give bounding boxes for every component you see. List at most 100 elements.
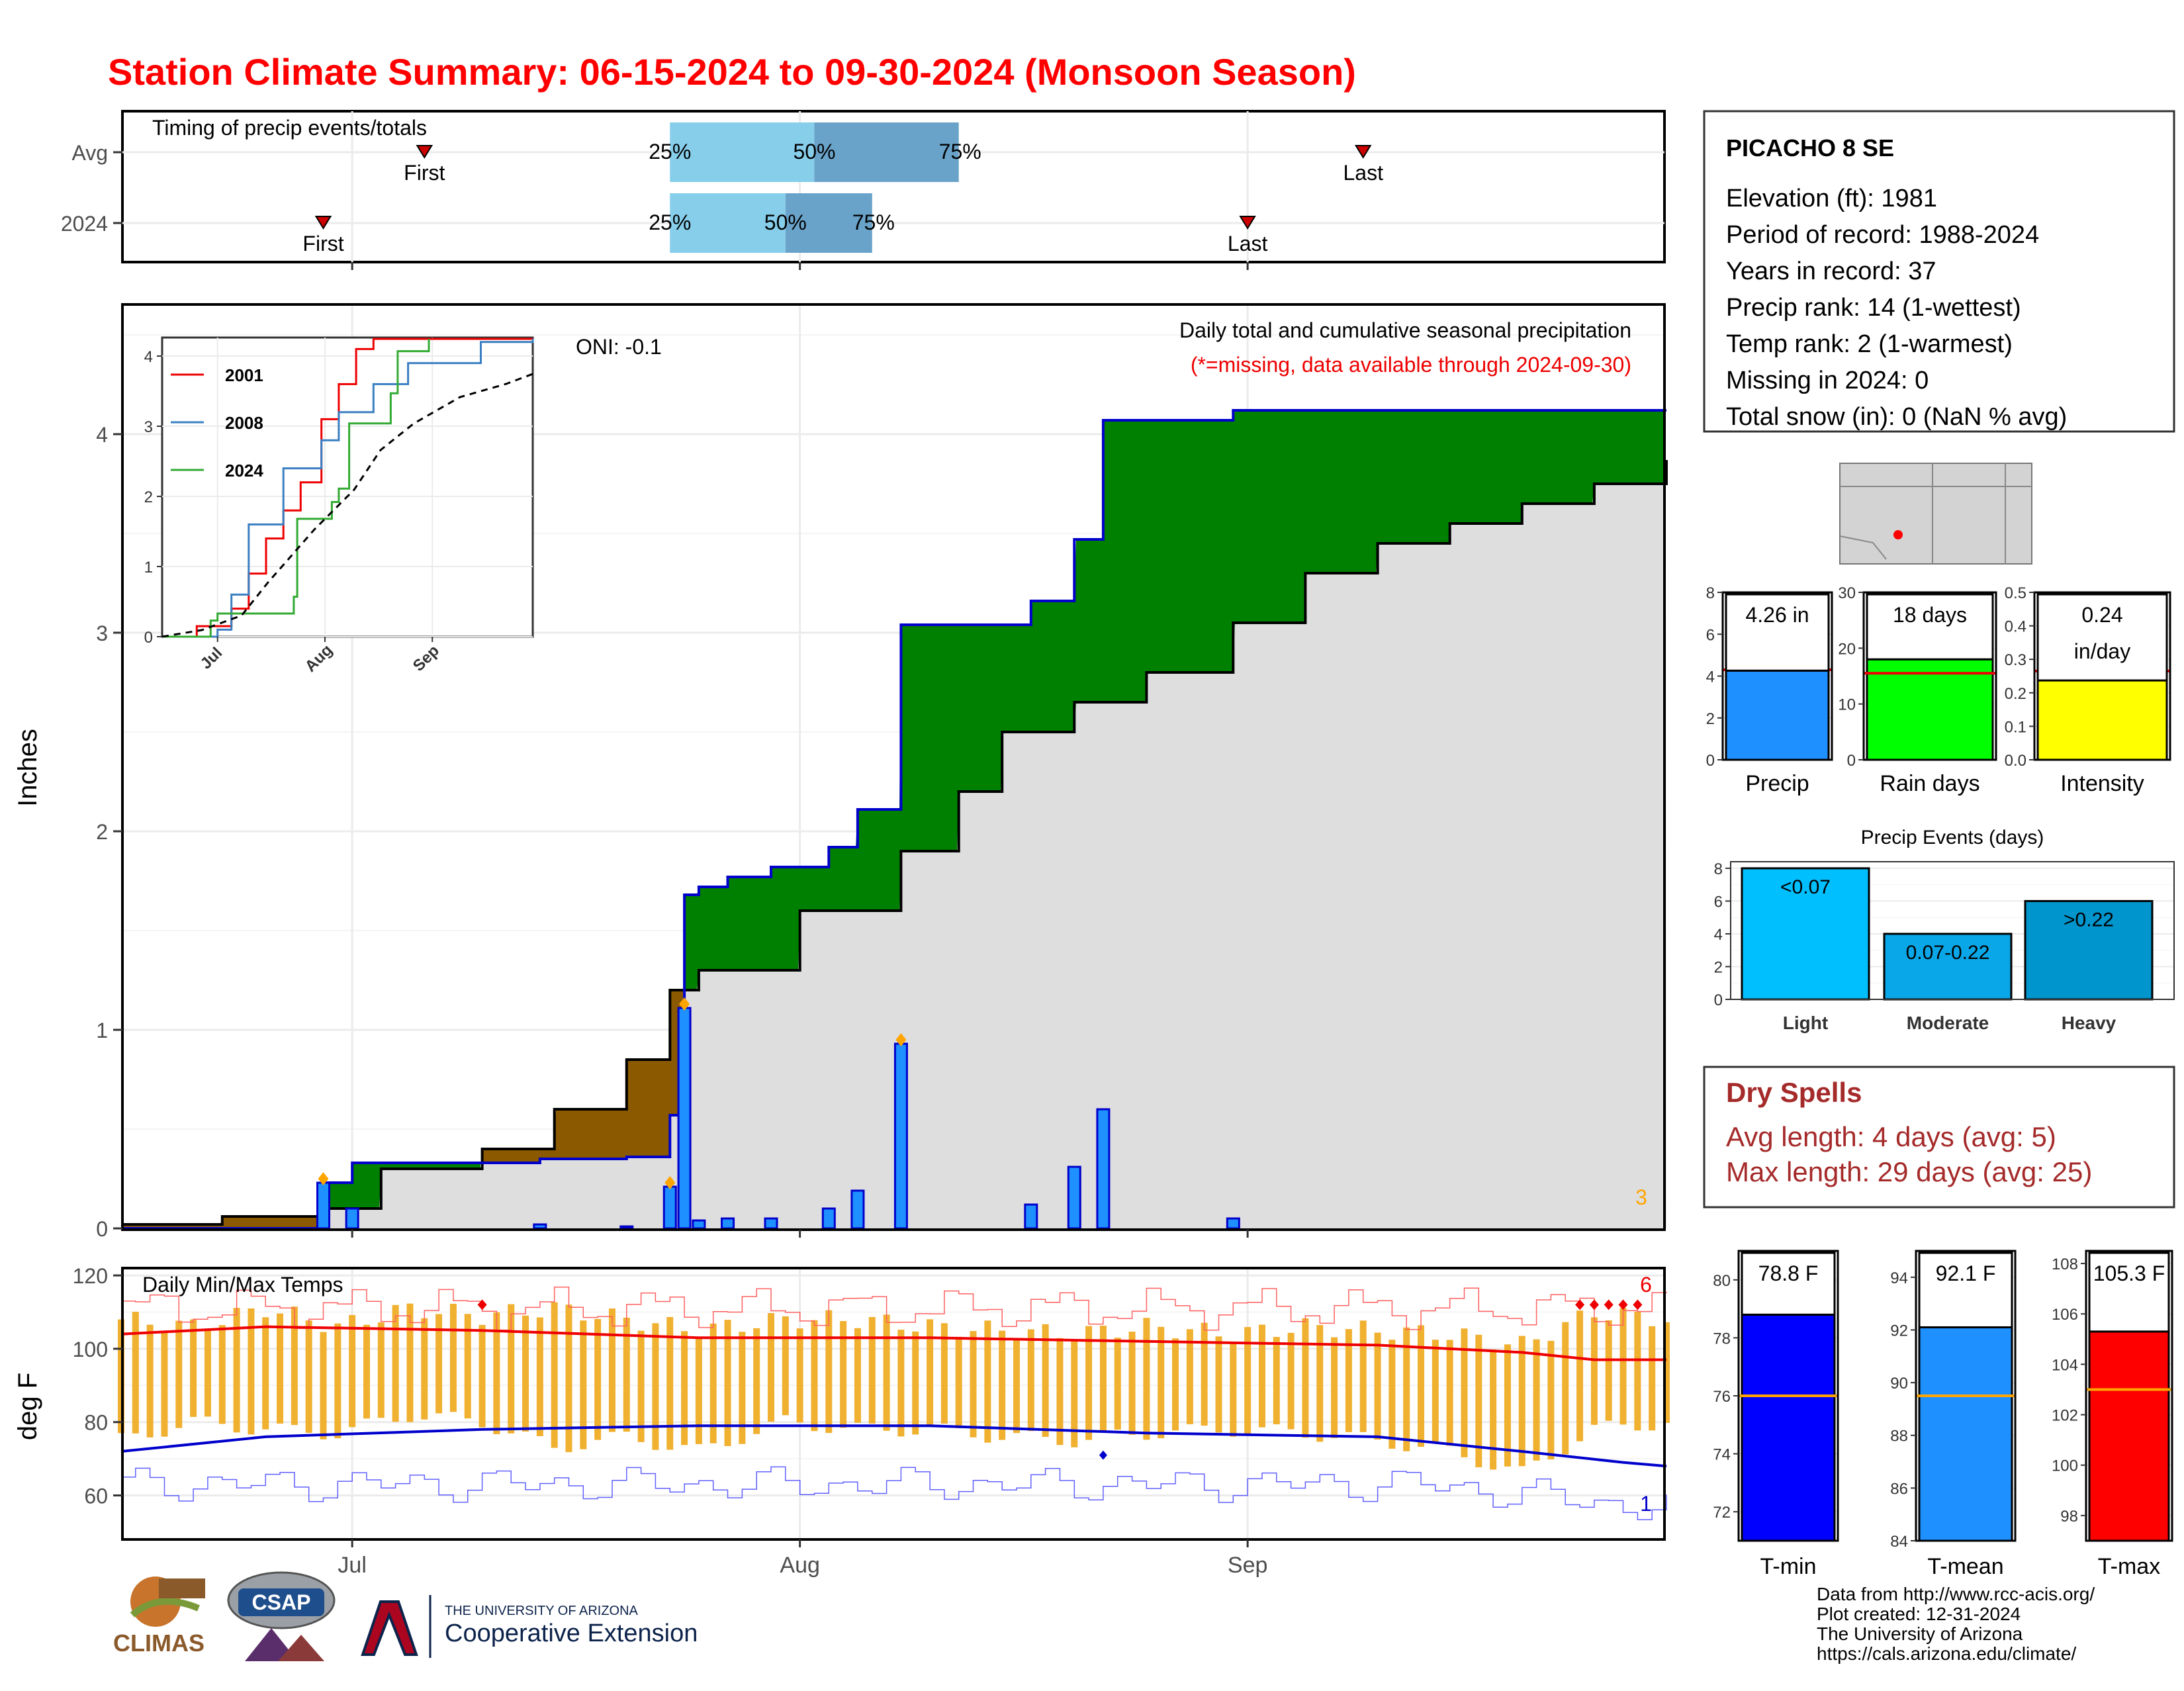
page-title: Station Climate Summary: 06-15-2024 to 0…	[108, 51, 1356, 93]
daily-precip-bar	[1096, 1108, 1111, 1230]
quartile-50-label: 50%	[764, 210, 807, 234]
record-high-count: 6	[1640, 1273, 1652, 1297]
temp-summary-y-tick-label: 90	[1890, 1375, 1908, 1393]
mini-chart-label: Rain days	[1880, 771, 1979, 796]
mini-y-tick-label: 0	[1847, 752, 1856, 770]
daily-temp-range-bar	[1071, 1341, 1078, 1447]
daily-temp-range-bar	[175, 1320, 183, 1428]
mini-y-tick-label: 0.3	[2005, 651, 2026, 669]
mini-value-unit: in/day	[2074, 639, 2130, 663]
daily-temp-range-bar	[984, 1320, 991, 1443]
record-high-marker	[1589, 1299, 1599, 1310]
precip-y-tick-label: 1	[96, 1019, 108, 1042]
daily-temp-range-bar	[940, 1323, 948, 1424]
daily-temp-range-bar	[1547, 1340, 1555, 1460]
timing-row-label: Avg	[71, 141, 108, 165]
inset-series-line	[162, 339, 534, 638]
daily-temp-range-bar	[449, 1303, 457, 1412]
daily-temp-range-bar	[1359, 1320, 1367, 1432]
precip-event-bar	[2024, 899, 2154, 1001]
temp-y-tick-label: 120	[73, 1264, 108, 1288]
daily-temp-range-bar	[1143, 1318, 1150, 1440]
temp-summary-value: 105.3 F	[2093, 1261, 2165, 1285]
mini-y-tick-label: 4	[1706, 668, 1715, 686]
precip-events-y-tick-label: 2	[1714, 958, 1723, 976]
daily-temp-range-bar	[1518, 1336, 1525, 1467]
daily-temp-range-bar	[1273, 1337, 1280, 1425]
mini-chart-label: Precip	[1745, 771, 1809, 796]
daily-temp-range-bar	[1056, 1338, 1064, 1445]
record-high-marker	[1575, 1299, 1585, 1310]
daily-temp-range-bar	[1215, 1336, 1222, 1433]
temp-summary-y-tick-label: 74	[1713, 1446, 1731, 1464]
temp-summary-value: 78.8 F	[1758, 1261, 1819, 1285]
missing-data-note: (*=missing, data available through 2024-…	[1191, 353, 1631, 377]
precip-panel-frame	[121, 303, 1666, 1231]
daily-temp-range-bar	[594, 1318, 602, 1440]
precip-panel-note: Daily total and cumulative seasonal prec…	[1179, 318, 1631, 342]
temp-panel-title: Daily Min/Max Temps	[142, 1273, 343, 1297]
daily-precip-bar	[533, 1223, 547, 1230]
quartile-25-label: 25%	[649, 210, 691, 234]
temp-summary-y-tick-label: 106	[2052, 1306, 2078, 1324]
daily-temp-range-bar	[277, 1313, 284, 1424]
daily-temp-range-bar	[1533, 1339, 1540, 1461]
temp-y-tick-label: 100	[73, 1338, 108, 1361]
mini-y-tick-label: 10	[1838, 696, 1856, 714]
mini-label-box	[2036, 593, 2168, 682]
mini-y-tick-label: 30	[1838, 584, 1856, 602]
daily-temp-range-bar	[1461, 1328, 1468, 1457]
ua-logo-big-text: Cooperative Extension	[445, 1620, 698, 1647]
surplus-area	[324, 1163, 480, 1209]
daily-temp-range-bar	[753, 1328, 760, 1434]
daily-temp-range-bar	[1649, 1326, 1656, 1431]
precip-event-range-label: >0.22	[2064, 909, 2114, 931]
record-low-envelope	[121, 1466, 1667, 1520]
daily-temp-range-bar	[320, 1332, 327, 1440]
ua-logo-small-text: THE UNIVERSITY OF ARIZONA	[445, 1604, 639, 1618]
timing-title: Timing of precip events/totals	[152, 116, 427, 140]
temp-x-tick-label: Sep	[1228, 1553, 1268, 1578]
daily-temp-range-bar	[493, 1312, 500, 1434]
daily-temp-range-bar	[1186, 1329, 1193, 1424]
daily-temp-range-bar	[1230, 1342, 1237, 1437]
inset-average-line	[161, 373, 533, 638]
precip-event-bar	[1883, 933, 2013, 1001]
inset-series-line	[162, 339, 430, 638]
daily-temp-range-bar	[739, 1332, 746, 1444]
daily-temp-range-bar	[161, 1332, 168, 1437]
daily-temp-range-bar	[291, 1306, 298, 1426]
daily-precip-bar	[764, 1217, 778, 1230]
daily-temp-range-bar	[464, 1314, 471, 1419]
quartile-box-upper	[785, 193, 872, 253]
daily-temp-range-bar	[1605, 1320, 1612, 1421]
temp-summary-bar	[2088, 1330, 2170, 1542]
mini-value-label: 18 days	[1893, 603, 1967, 627]
daily-temp-range-bar	[652, 1323, 659, 1450]
precip-y-tick-label: 2	[96, 820, 108, 844]
precip-record-count: 3	[1635, 1185, 1647, 1209]
daily-temp-range-bar	[1027, 1329, 1034, 1432]
mini-value-bar	[2036, 679, 2168, 761]
temp-summary-label: T-min	[1760, 1554, 1817, 1579]
temp-summary-y-tick-label: 92	[1890, 1322, 1908, 1340]
temp-summary-y-tick-label: 72	[1713, 1504, 1731, 1522]
daily-temp-range-bar	[132, 1312, 139, 1434]
temp-summary-y-tick-label: 104	[2052, 1356, 2078, 1374]
daily-temp-range-bar	[580, 1320, 587, 1449]
timing-row-label: 2024	[61, 212, 108, 236]
station-info-line: Temp rank: 2 (1-warmest)	[1726, 330, 2013, 358]
last-event-marker	[1354, 145, 1372, 159]
mini-y-tick-label: 0.2	[2005, 685, 2026, 703]
temp-y-tick-label: 80	[84, 1411, 108, 1435]
daily-temp-range-bar	[811, 1320, 818, 1432]
daily-temp-range-bar	[435, 1314, 443, 1414]
station-info-line: Period of record: 1988-2024	[1726, 221, 2039, 249]
daily-temp-range-bar	[681, 1331, 688, 1445]
map-border-line	[1839, 535, 1887, 560]
daily-temp-range-bar	[565, 1304, 572, 1453]
precip-events-frame	[1730, 861, 2175, 1000]
dry-spells-title: Dry Spells	[1726, 1077, 1862, 1108]
daily-temp-range-bar	[1374, 1332, 1381, 1440]
